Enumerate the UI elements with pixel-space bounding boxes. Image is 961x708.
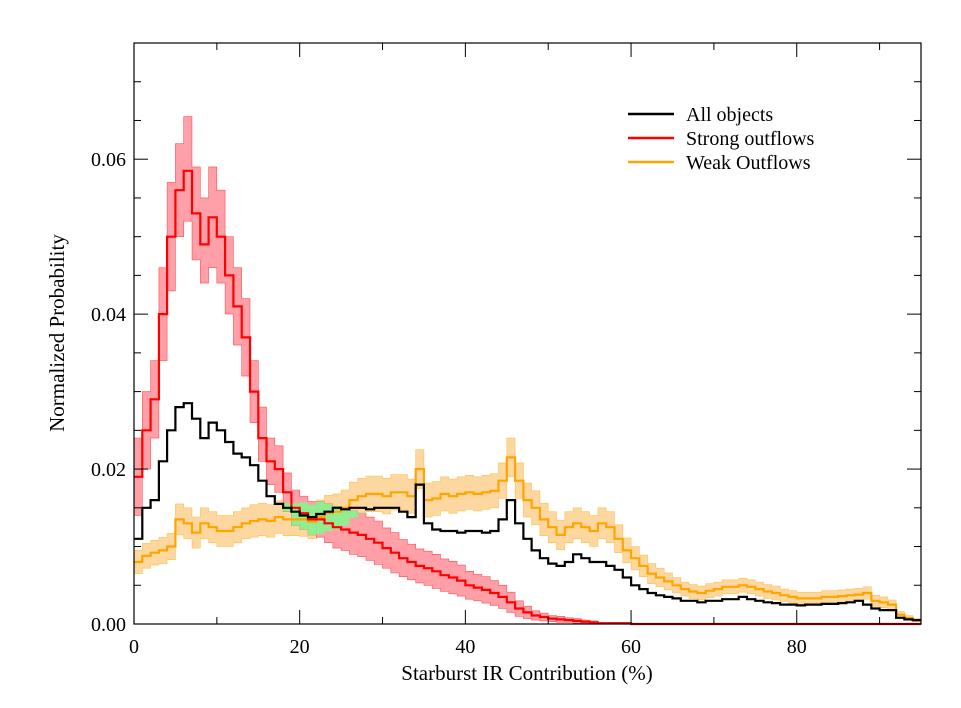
overlap-cell [291, 503, 300, 526]
overlap-cell [332, 506, 342, 530]
y-tick-label: 0.00 [91, 614, 126, 636]
x-axis-ticks: 0 20 40 60 80 [129, 43, 881, 658]
plot-frame [133, 42, 922, 625]
overlap-cell [357, 513, 366, 514]
y-tick-label: 0.02 [91, 459, 126, 481]
x-tick-label: 40 [455, 636, 475, 658]
weak-outflows-line [134, 456, 921, 622]
all-objects-legend-label: All objects [686, 104, 773, 126]
x-tick-label: 80 [787, 636, 807, 658]
x-tick-label: 0 [129, 636, 139, 658]
x-tick-label: 20 [290, 636, 310, 658]
weak-outflows-legend-label: Weak Outflows [686, 152, 811, 174]
y-axis-ticks: 0.00 0.02 0.04 0.06 [91, 81, 921, 636]
y-axis-title: Normalized Probability [45, 234, 69, 432]
overlap-cell [341, 508, 350, 526]
all-objects-line [134, 402, 921, 622]
y-tick-label: 0.04 [91, 304, 126, 326]
strong-outflows-legend-label: Strong outflows [686, 128, 815, 150]
x-axis-title: Starburst IR Contribution (%) [401, 661, 652, 685]
overlap-cell [349, 510, 358, 518]
overlap-cell [324, 503, 333, 531]
y-tick-label: 0.06 [91, 149, 126, 171]
x-tick-label: 60 [621, 636, 641, 658]
